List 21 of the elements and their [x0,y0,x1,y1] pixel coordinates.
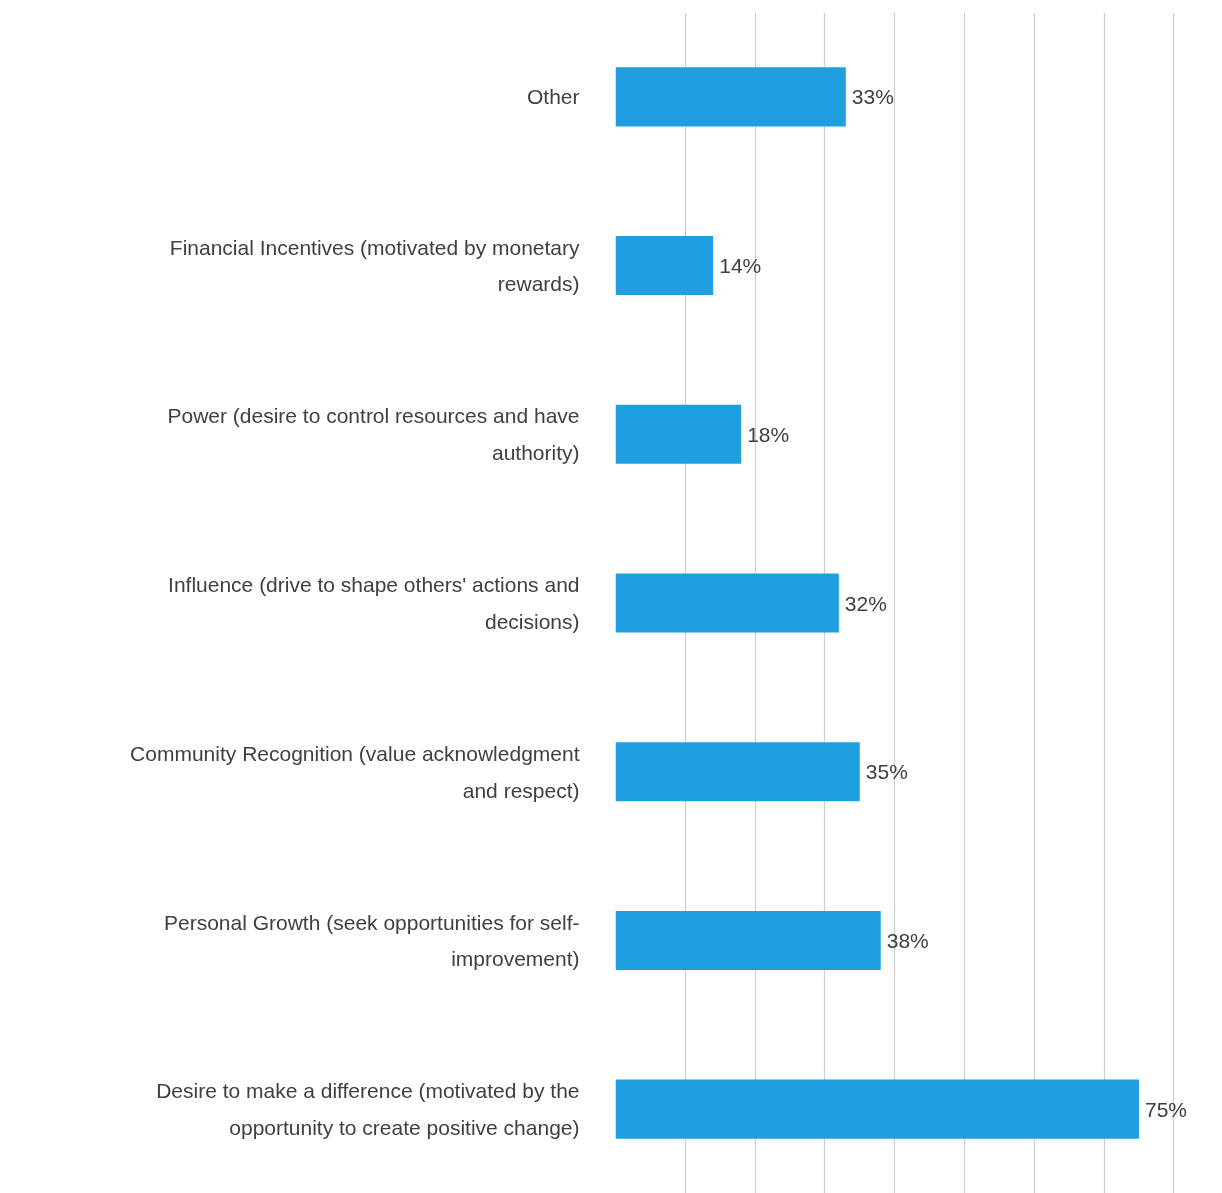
y-tick-label: Financial Incentives (motivated by monetary rewards) [169,235,580,296]
y-tick-label: Community Recognition (value acknowledgment and respect) [130,741,580,802]
data-label: 75% [1144,1097,1188,1121]
bar [615,573,839,633]
data-label: 33% [851,85,894,109]
y-tick-label: Other [526,85,580,109]
bar [615,910,881,970]
bar [615,404,742,464]
y-tick-label: Personal Growth (seek opportunities for self-improvement) [163,910,580,971]
data-label: 38% [886,928,929,952]
y-tick-label: Power (desire to control resources and have authority) [167,404,580,465]
bar [615,1079,1139,1139]
data-label: 32% [844,591,887,615]
bar [615,742,860,802]
bar [615,67,846,127]
data-label: 14% [719,254,762,278]
data-label: 35% [865,760,908,784]
y-tick-label: Influence (drive to shape others' actions and decisions) [168,573,580,633]
y-tick-label: Desire to make a difference (motivated by the opportunity to create positive change) [156,1079,580,1140]
bar [615,236,714,296]
data-label: 18% [747,422,790,446]
